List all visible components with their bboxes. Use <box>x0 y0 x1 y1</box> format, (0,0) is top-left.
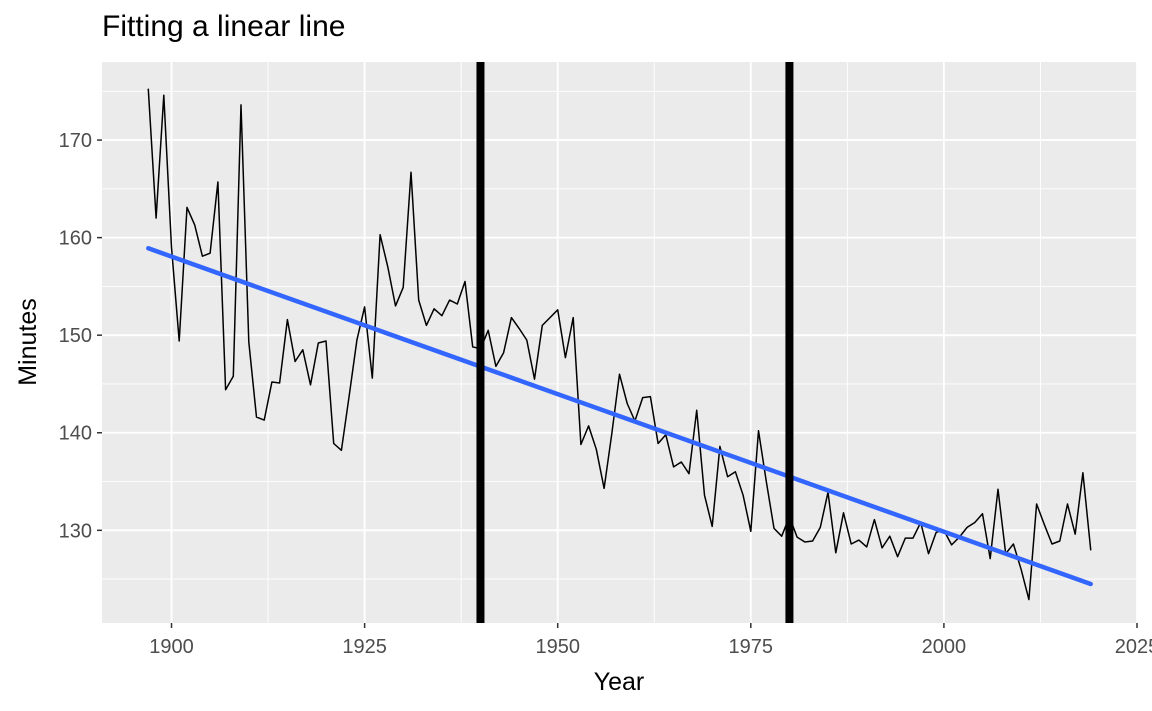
y-tick-label: 150 <box>59 325 92 347</box>
minor-gridlines <box>102 62 1137 623</box>
y-tick-label: 140 <box>59 423 92 445</box>
chart-title: Fitting a linear line <box>102 10 346 43</box>
x-axis: 1900 1925 1950 1975 2000 2025 <box>149 623 1152 658</box>
x-tick-label: 2025 <box>1115 636 1152 658</box>
x-tick-label: 1950 <box>535 636 580 658</box>
y-tick-label: 160 <box>59 228 92 250</box>
x-tick-label: 1900 <box>149 636 194 658</box>
data-line <box>147 88 1092 601</box>
x-tick-label: 1975 <box>729 636 774 658</box>
y-axis: 130 140 150 160 170 <box>59 130 102 542</box>
x-tick-label: 2000 <box>922 636 967 658</box>
x-axis-title: Year <box>594 668 645 696</box>
y-tick-label: 130 <box>59 520 92 542</box>
x-tick-label: 1925 <box>342 636 387 658</box>
plot-panel <box>102 62 1137 623</box>
fitted-line <box>146 246 1093 587</box>
major-gridlines <box>102 62 1138 623</box>
y-tick-label: 170 <box>59 130 92 152</box>
reference-lines <box>476 62 794 623</box>
series-layer <box>146 88 1093 601</box>
y-axis-title: Minutes <box>14 298 42 386</box>
